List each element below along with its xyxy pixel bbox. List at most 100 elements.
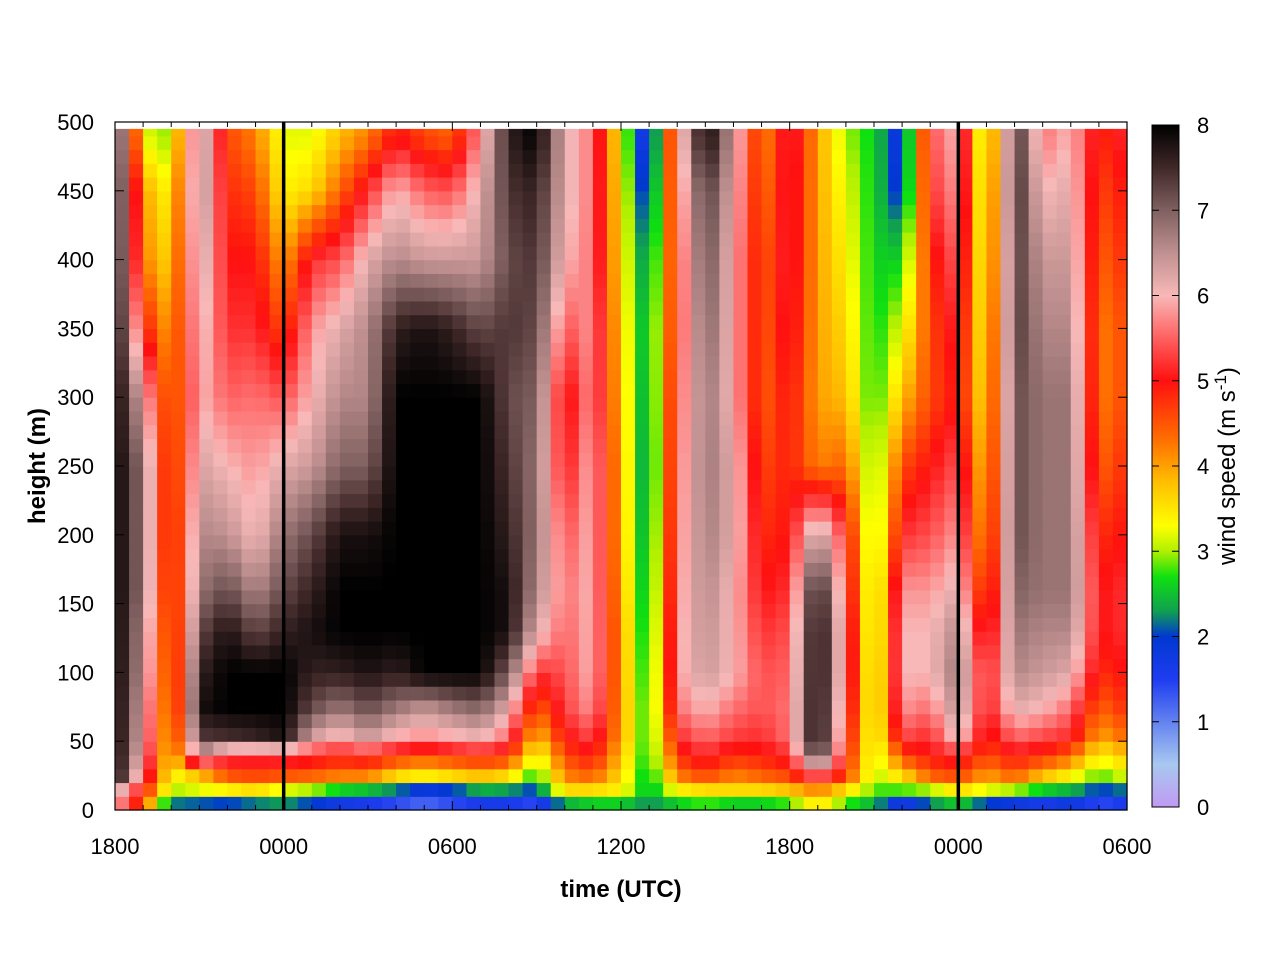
heatmap-cell (269, 479, 285, 495)
heatmap-cell (705, 466, 720, 481)
heatmap-cell (536, 768, 552, 784)
heatmap-cell (424, 727, 439, 742)
heatmap-cell (199, 218, 214, 233)
heatmap-cell (677, 218, 692, 233)
heatmap-cell (888, 245, 903, 261)
heatmap-cell (199, 548, 214, 563)
heatmap-cell (649, 562, 664, 577)
heatmap-cell (522, 493, 538, 508)
heatmap-cell (1098, 300, 1114, 316)
heatmap-cell (944, 163, 959, 178)
heatmap-cell (115, 644, 130, 660)
heatmap-cell (1084, 699, 1100, 715)
heatmap-cell (972, 328, 988, 343)
heatmap-cell (789, 562, 805, 577)
heatmap-cell (564, 631, 580, 646)
heatmap-cell (564, 397, 580, 412)
heatmap-cell (1000, 355, 1016, 371)
heatmap-cell (339, 589, 355, 605)
heatmap-cell (944, 686, 959, 701)
heatmap-cell (115, 177, 130, 192)
heatmap-cell (916, 741, 931, 756)
heatmap-cell (396, 128, 411, 137)
heatmap-cell (803, 177, 819, 192)
heatmap-cell (1056, 479, 1072, 495)
heatmap-cell (1028, 521, 1044, 536)
heatmap-cell (480, 287, 496, 302)
heatmap-cell (902, 686, 917, 701)
heatmap-cell (466, 177, 482, 192)
heatmap-cell (283, 754, 299, 770)
heatmap-cell (888, 796, 903, 811)
heatmap-cell (1084, 163, 1100, 178)
heatmap-cell (185, 576, 200, 591)
heatmap-cell (1112, 562, 1128, 577)
heatmap-cell (522, 507, 538, 522)
heatmap-cell (1084, 754, 1100, 770)
heatmap-cell (1098, 149, 1114, 164)
heatmap-cell (1070, 493, 1086, 508)
heatmap-cell (157, 782, 172, 797)
heatmap-cell (986, 741, 1002, 756)
heatmap-cell (1014, 699, 1030, 715)
heatmap-cell (972, 287, 988, 302)
heatmap-cell (944, 287, 959, 302)
heatmap-cell (396, 562, 411, 577)
heatmap-cell (803, 328, 819, 343)
heatmap-cell (691, 204, 706, 219)
heatmap-cell (888, 397, 903, 412)
heatmap-cell (649, 576, 664, 591)
heatmap-cell (1084, 507, 1100, 522)
heatmap-cell (325, 699, 341, 715)
heatmap-cell (733, 177, 749, 192)
heatmap-cell (986, 631, 1002, 646)
heatmap-cell (831, 782, 847, 797)
heatmap-cell (916, 424, 931, 440)
heatmap-cell (1000, 300, 1016, 316)
heatmap-cell (1056, 149, 1072, 164)
heatmap-cell (115, 589, 130, 605)
heatmap-cell (550, 466, 566, 481)
heatmap-cell (522, 754, 538, 770)
heatmap-cell (606, 631, 622, 646)
heatmap-cell (382, 548, 397, 563)
heatmap-cell (227, 782, 243, 797)
heatmap-cell (986, 232, 1002, 247)
heatmap-cell (649, 314, 664, 329)
heatmap-cell (508, 273, 524, 288)
heatmap-cell (1014, 727, 1030, 742)
heatmap-cell (171, 369, 186, 385)
heatmap-cell (803, 149, 819, 164)
heatmap-cell (592, 534, 608, 550)
heatmap-cell (1014, 383, 1030, 398)
heatmap-cell (930, 658, 945, 673)
heatmap-cell (705, 149, 720, 164)
heatmap-cell (1084, 631, 1100, 646)
heatmap-cell (1112, 245, 1128, 261)
heatmap-cell (171, 300, 186, 316)
heatmap-cell (227, 741, 243, 756)
heatmap-cell (1070, 713, 1086, 729)
heatmap-cell (536, 190, 552, 206)
heatmap-cell (831, 493, 847, 508)
heatmap-cell (817, 177, 833, 192)
heatmap-cell (269, 163, 285, 178)
heatmap-cell (930, 149, 945, 164)
heatmap-cell (944, 644, 959, 660)
heatmap-cell (1000, 534, 1016, 550)
heatmap-cell (283, 727, 299, 742)
heatmap-cell (143, 177, 158, 192)
heatmap-cell (677, 576, 692, 591)
heatmap-cell (368, 163, 383, 178)
heatmap-cell (1070, 562, 1086, 577)
heatmap-cell (1070, 149, 1086, 164)
heatmap-cell (508, 699, 524, 715)
heatmap-cell (986, 369, 1002, 385)
heatmap-cell (325, 562, 341, 577)
heatmap-cell (663, 589, 678, 605)
heatmap-cell (129, 135, 144, 151)
heatmap-cell (115, 163, 130, 178)
heatmap-cell (382, 713, 397, 729)
heatmap-cell (761, 163, 777, 178)
heatmap-cell (733, 342, 749, 357)
